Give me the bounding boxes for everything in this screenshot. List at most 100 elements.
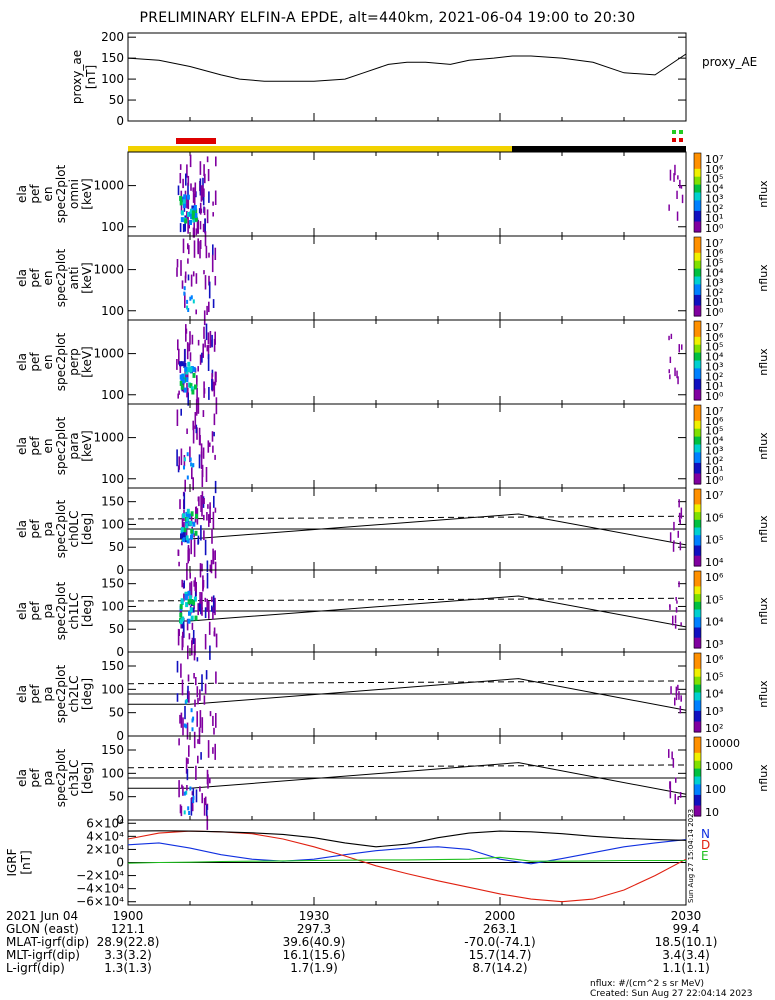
colorbar-cell	[694, 622, 701, 626]
flux-pixel	[204, 173, 206, 184]
flux-pixel	[176, 359, 178, 370]
flux-pixel	[674, 615, 677, 624]
flux-pixel	[186, 769, 189, 781]
colorbar-cell	[694, 724, 701, 728]
anti-loss-cone-line	[127, 515, 687, 520]
colorbar-cell	[694, 276, 701, 280]
colorbar-cell	[694, 527, 701, 531]
colorbar-cell	[694, 614, 701, 618]
flux-pixel	[188, 610, 191, 616]
flux-pixel	[679, 541, 682, 551]
flux-pixel	[204, 607, 207, 618]
flux-pixel	[185, 369, 189, 375]
colorbar-cell	[694, 216, 701, 220]
flux-pixel	[189, 352, 192, 362]
ytick-label: −4×10⁴	[76, 882, 124, 896]
flux-pixel	[673, 173, 675, 182]
flux-pixel	[192, 630, 195, 644]
flux-pixel	[203, 797, 206, 816]
colorbar-tick-label: 10⁰	[705, 474, 724, 487]
flux-pixel	[178, 738, 180, 746]
colorbar-cell	[694, 679, 701, 683]
ytick-label: 200	[101, 30, 124, 44]
flux-pixel	[191, 797, 193, 802]
panel-frame-anti	[127, 235, 687, 321]
ytick-label: 150	[101, 495, 124, 509]
colorbar-cell	[694, 476, 701, 480]
flux-pixel	[186, 299, 189, 304]
flux-pixel	[201, 674, 203, 692]
flux-pixel	[680, 622, 682, 626]
ylabel-line: [keV]	[80, 430, 94, 461]
flux-pixel	[183, 291, 186, 296]
flux-pixel	[184, 594, 188, 599]
ylabel-line: ela	[15, 520, 29, 538]
colorbar-cell	[694, 507, 701, 511]
spectrogram-panel-para	[127, 403, 702, 494]
flux-pixel	[215, 371, 217, 383]
flux-pixel	[677, 530, 679, 538]
flux-pixel	[187, 392, 189, 406]
flux-pixel	[193, 193, 196, 208]
flux-pixel	[181, 679, 184, 696]
colorbar-tick-label: 10⁴	[705, 183, 724, 196]
ylabel-line: ch0LC	[67, 511, 81, 548]
flux-pixel	[180, 384, 184, 390]
colorbar-cell	[694, 197, 701, 201]
colorbar-label: nflux	[757, 264, 770, 292]
flux-pixel	[182, 238, 185, 254]
flux-pixel	[190, 599, 194, 605]
flux-pixel	[183, 593, 185, 602]
colorbar-cell	[694, 668, 701, 672]
colorbar-cell	[694, 455, 701, 459]
colorbar-cell	[694, 478, 701, 482]
colorbar-cell	[694, 460, 701, 464]
science-zone-bar	[176, 138, 216, 144]
flux-pixel	[211, 596, 213, 603]
colorbar-cell	[694, 718, 701, 722]
colorbar-cell	[694, 695, 701, 699]
colorbar-cell	[694, 323, 701, 327]
flux-pixel	[669, 604, 671, 608]
colorbar-cell	[694, 792, 701, 796]
flux-pixel	[678, 344, 680, 353]
flux-pixel	[206, 560, 209, 573]
colorbar-cell	[694, 292, 701, 296]
flux-pixel	[213, 381, 216, 397]
colorbar-tick-label: 10⁵	[705, 670, 723, 683]
colorbar-tick-label: 10⁵	[705, 425, 723, 438]
flux-pixel	[179, 164, 182, 170]
colorbar-cell	[694, 208, 701, 212]
flux-pixel	[187, 215, 189, 234]
colorbar-cell	[694, 522, 701, 526]
colorbar-cell	[694, 321, 701, 325]
flux-pixel	[188, 245, 190, 255]
flux-pixel	[185, 377, 189, 383]
colorbar-cell	[694, 760, 701, 764]
flux-pixel	[200, 598, 202, 615]
ephem-value: 3.3(3.2)	[104, 948, 152, 962]
flux-pixel	[195, 399, 198, 416]
ylabel-line: pef	[28, 601, 42, 621]
flux-pixel	[179, 362, 182, 373]
colorbar-cell	[694, 179, 701, 183]
colorbar-cell	[694, 153, 701, 157]
flux-pixel	[209, 564, 212, 573]
spectrogram-panel-anti	[127, 235, 702, 326]
colorbar-cell	[694, 609, 701, 613]
flux-pixel	[203, 498, 205, 504]
flux-pixel	[208, 514, 210, 527]
flux-pixel	[186, 618, 189, 631]
flux-pixel	[206, 345, 209, 352]
flux-pixel	[181, 622, 184, 629]
ytick-label: 1000	[93, 179, 124, 193]
flux-pixel	[201, 607, 203, 616]
colorbar-cell	[694, 784, 701, 788]
ytick-label: 0	[116, 856, 124, 870]
ephem-value: -70.0(-74.1)	[464, 935, 535, 949]
flux-pixel	[187, 211, 190, 217]
flux-pixel	[191, 607, 195, 613]
flux-pixel	[208, 601, 210, 619]
colorbar-cell	[694, 619, 701, 623]
flux-pixel	[205, 245, 208, 259]
